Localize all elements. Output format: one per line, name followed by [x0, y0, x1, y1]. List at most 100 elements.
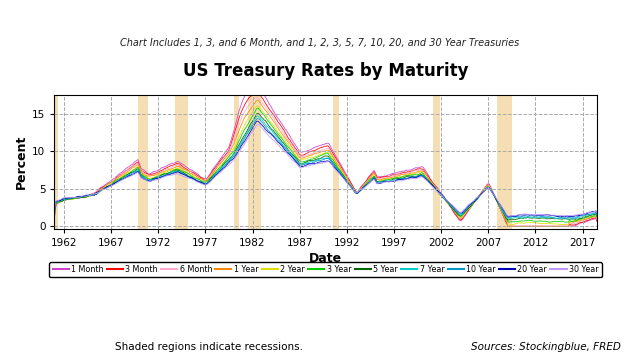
30 Year	[505, 214, 513, 218]
1 Month	[195, 173, 202, 177]
3 Month	[159, 168, 166, 172]
7 Year	[159, 174, 166, 178]
5 Year	[505, 218, 513, 222]
1 Month	[593, 219, 600, 224]
20 Year	[561, 215, 569, 219]
3 Year	[51, 212, 58, 216]
2 Year	[425, 178, 433, 183]
7 Year	[195, 179, 202, 183]
6 Month	[504, 224, 511, 229]
20 Year	[195, 179, 202, 184]
6 Month	[159, 169, 166, 173]
1 Month	[51, 215, 58, 220]
10 Year	[593, 212, 600, 216]
3 Year	[315, 154, 323, 158]
Line: 1 Year: 1 Year	[54, 100, 596, 226]
20 Year	[51, 208, 58, 213]
1 Month	[315, 144, 323, 148]
6 Month	[315, 149, 323, 153]
3 Year	[159, 172, 166, 177]
7 Year	[593, 213, 600, 217]
2 Year	[593, 216, 600, 220]
5 Year	[103, 184, 111, 189]
Bar	[333, 95, 339, 229]
10 Year	[103, 185, 111, 190]
1 Year	[195, 176, 202, 180]
7 Year	[564, 217, 572, 221]
3 Year	[562, 220, 570, 224]
3 Month	[195, 174, 202, 178]
1 Month	[159, 165, 166, 170]
3 Month	[51, 215, 58, 219]
3 Year	[593, 215, 600, 219]
6 Month	[51, 213, 58, 218]
6 Month	[103, 183, 111, 187]
Bar	[50, 95, 58, 229]
3 Year	[425, 179, 433, 183]
Line: 20 Year: 20 Year	[54, 121, 596, 217]
30 Year	[195, 180, 202, 184]
10 Year	[561, 216, 568, 220]
2 Year	[506, 223, 513, 228]
Bar	[497, 95, 512, 229]
2 Year	[103, 184, 111, 189]
Text: Sources: Stockingblue, FRED: Sources: Stockingblue, FRED	[471, 342, 621, 352]
Line: 7 Year: 7 Year	[54, 116, 596, 219]
1 Year	[504, 224, 511, 229]
6 Month	[433, 186, 440, 190]
10 Year	[253, 116, 261, 121]
2 Year	[159, 171, 166, 175]
5 Year	[51, 211, 58, 215]
7 Year	[425, 180, 433, 185]
X-axis label: Date: Date	[309, 252, 342, 265]
2 Year	[51, 212, 58, 216]
2 Year	[433, 186, 440, 191]
3 Year	[195, 177, 202, 181]
10 Year	[159, 175, 166, 179]
20 Year	[433, 188, 440, 192]
Legend: 1 Month, 3 Month, 6 Month, 1 Year, 2 Year, 3 Year, 5 Year, 7 Year, 10 Year, 20 Y: 1 Month, 3 Month, 6 Month, 1 Year, 2 Yea…	[49, 262, 602, 277]
Line: 30 Year: 30 Year	[54, 124, 596, 216]
30 Year	[315, 161, 323, 166]
3 Year	[103, 185, 111, 189]
3 Year	[433, 186, 440, 191]
1 Year	[593, 217, 600, 221]
Bar	[248, 95, 261, 229]
30 Year	[51, 208, 58, 212]
Line: 3 Year: 3 Year	[54, 108, 596, 222]
30 Year	[255, 122, 262, 126]
5 Year	[593, 214, 600, 218]
10 Year	[195, 180, 202, 184]
Title: US Treasury Rates by Maturity: US Treasury Rates by Maturity	[183, 62, 468, 80]
Text: Chart Includes 1, 3, and 6 Month, and 1, 2, 3, 5, 7, 10, 20, and 30 Year Treasur: Chart Includes 1, 3, and 6 Month, and 1,…	[120, 38, 520, 48]
3 Month	[593, 218, 600, 222]
5 Year	[315, 157, 323, 161]
20 Year	[159, 175, 166, 179]
2 Year	[253, 104, 260, 108]
3 Year	[253, 106, 261, 110]
20 Year	[425, 180, 433, 185]
Bar	[175, 95, 188, 229]
Line: 10 Year: 10 Year	[54, 118, 596, 218]
1 Year	[315, 150, 323, 155]
10 Year	[433, 188, 440, 192]
7 Year	[253, 114, 261, 118]
1 Year	[433, 186, 440, 190]
30 Year	[593, 211, 600, 215]
Bar	[234, 95, 239, 229]
Bar	[433, 95, 440, 229]
3 Month	[425, 175, 433, 180]
1 Year	[253, 98, 261, 102]
7 Year	[433, 187, 440, 192]
3 Month	[249, 93, 257, 98]
1 Month	[433, 184, 440, 189]
Text: Shaded regions indicate recessions.: Shaded regions indicate recessions.	[115, 342, 303, 352]
10 Year	[51, 209, 58, 213]
5 Year	[159, 173, 166, 177]
5 Year	[433, 188, 440, 192]
3 Month	[103, 183, 111, 187]
5 Year	[425, 179, 433, 183]
3 Month	[433, 186, 440, 190]
3 Month	[504, 224, 511, 229]
20 Year	[103, 185, 111, 189]
